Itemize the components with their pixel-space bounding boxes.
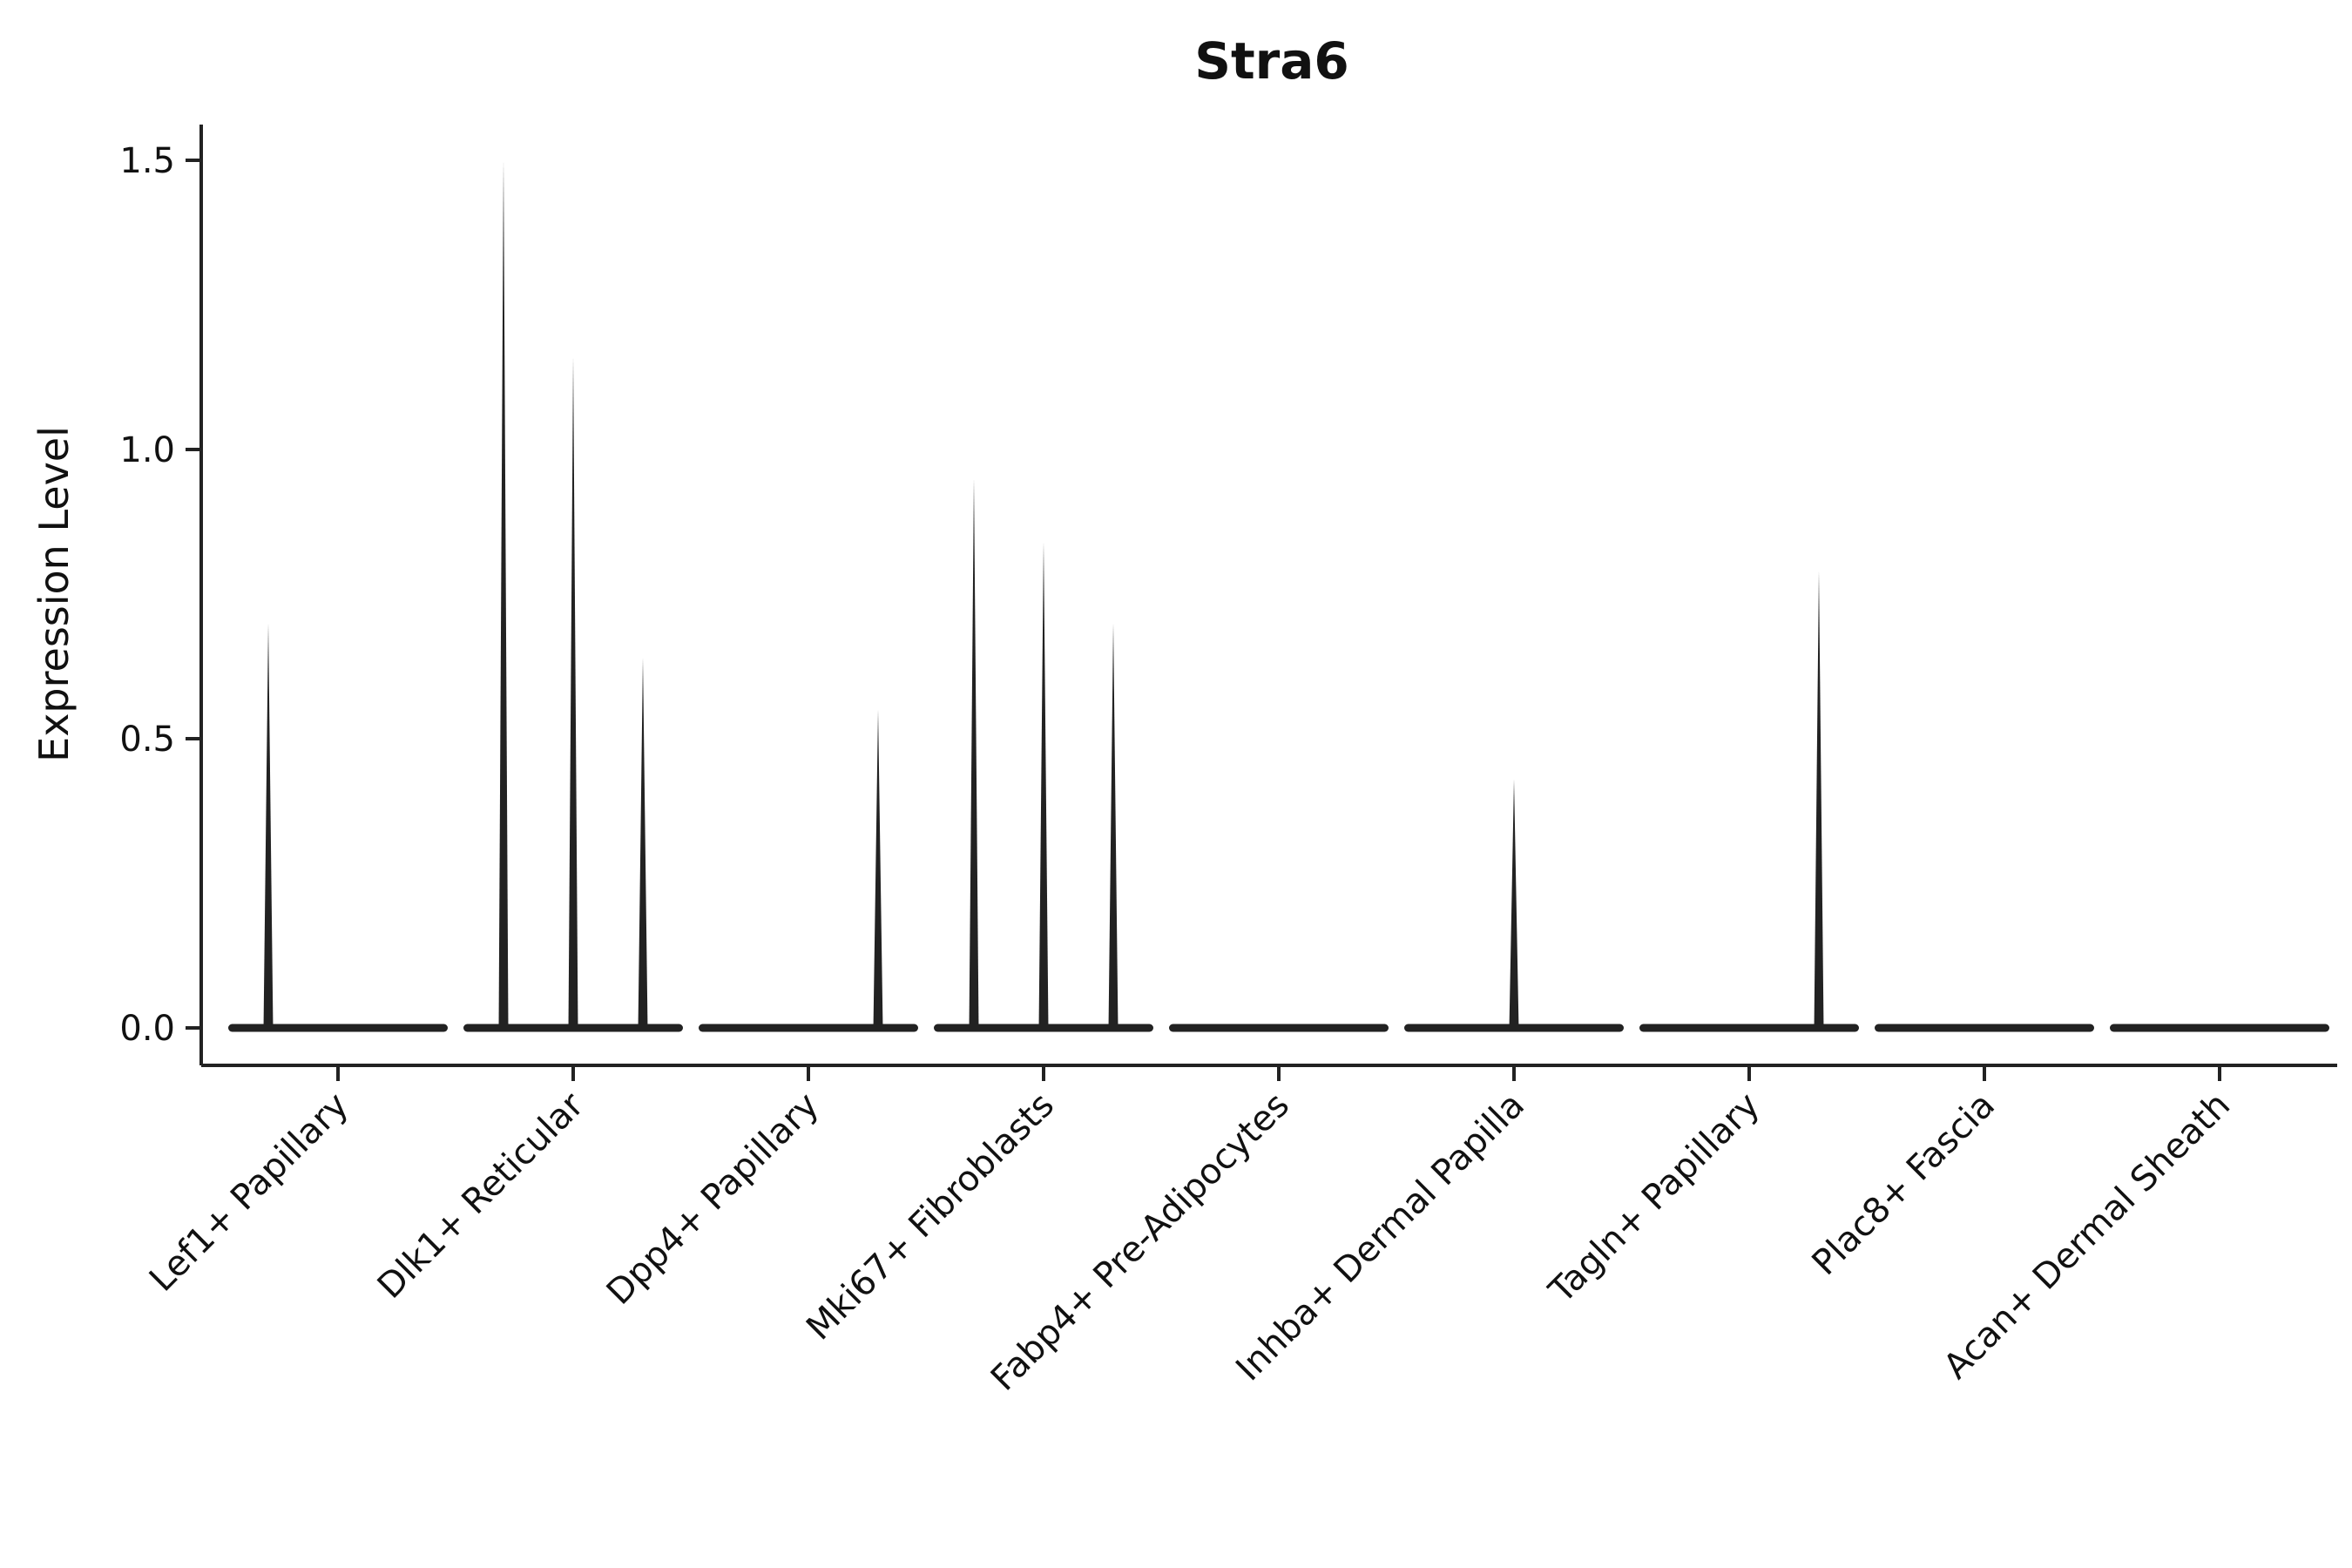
x-tick-label: Dpp4+ Papillary [599,1085,827,1313]
violin-spike [969,478,979,1030]
violin-spike [263,623,274,1030]
axes [199,125,2337,1067]
violin-spike [498,160,509,1030]
violin-spike [1509,779,1519,1030]
violin-base [1875,1024,2094,1032]
violins [228,160,2329,1032]
violin-spike [1108,623,1119,1030]
x-tick-label: Plac8+ Fascia [1805,1085,2004,1284]
x-tick-label: Mki67+ Fibroblasts [799,1085,1062,1348]
y-tick-labels: 0.0 0.5 1.0 1.5 [119,141,201,1049]
violin-base [1639,1024,1859,1032]
violin-spike [568,356,578,1030]
x-tick-label: Lef1+ Papillary [142,1085,356,1300]
y-tick-label: 0.0 [119,1009,175,1049]
violin-spike [1814,571,1824,1030]
violin-base [1169,1024,1389,1032]
y-axis-label: Expression Level [30,426,78,762]
y-tick-label: 1.5 [119,141,175,181]
violin-base [228,1024,448,1032]
x-tick-label: Tagln+ Papillary [1541,1085,1767,1312]
violin-spike [1038,542,1049,1030]
x-tick-label: Dlk1+ Reticular [370,1085,592,1307]
chart-title: Stra6 [1194,31,1349,91]
y-tick-label: 0.5 [119,720,175,760]
x-tick-labels: Lef1+ Papillary Dlk1+ Reticular Dpp4+ Papi… [142,1065,2238,1399]
y-tick-label: 1.0 [119,430,175,470]
violin-base [2110,1024,2329,1032]
violin-spike [873,709,883,1030]
violin-spike [638,658,648,1030]
violin-base [699,1024,918,1032]
